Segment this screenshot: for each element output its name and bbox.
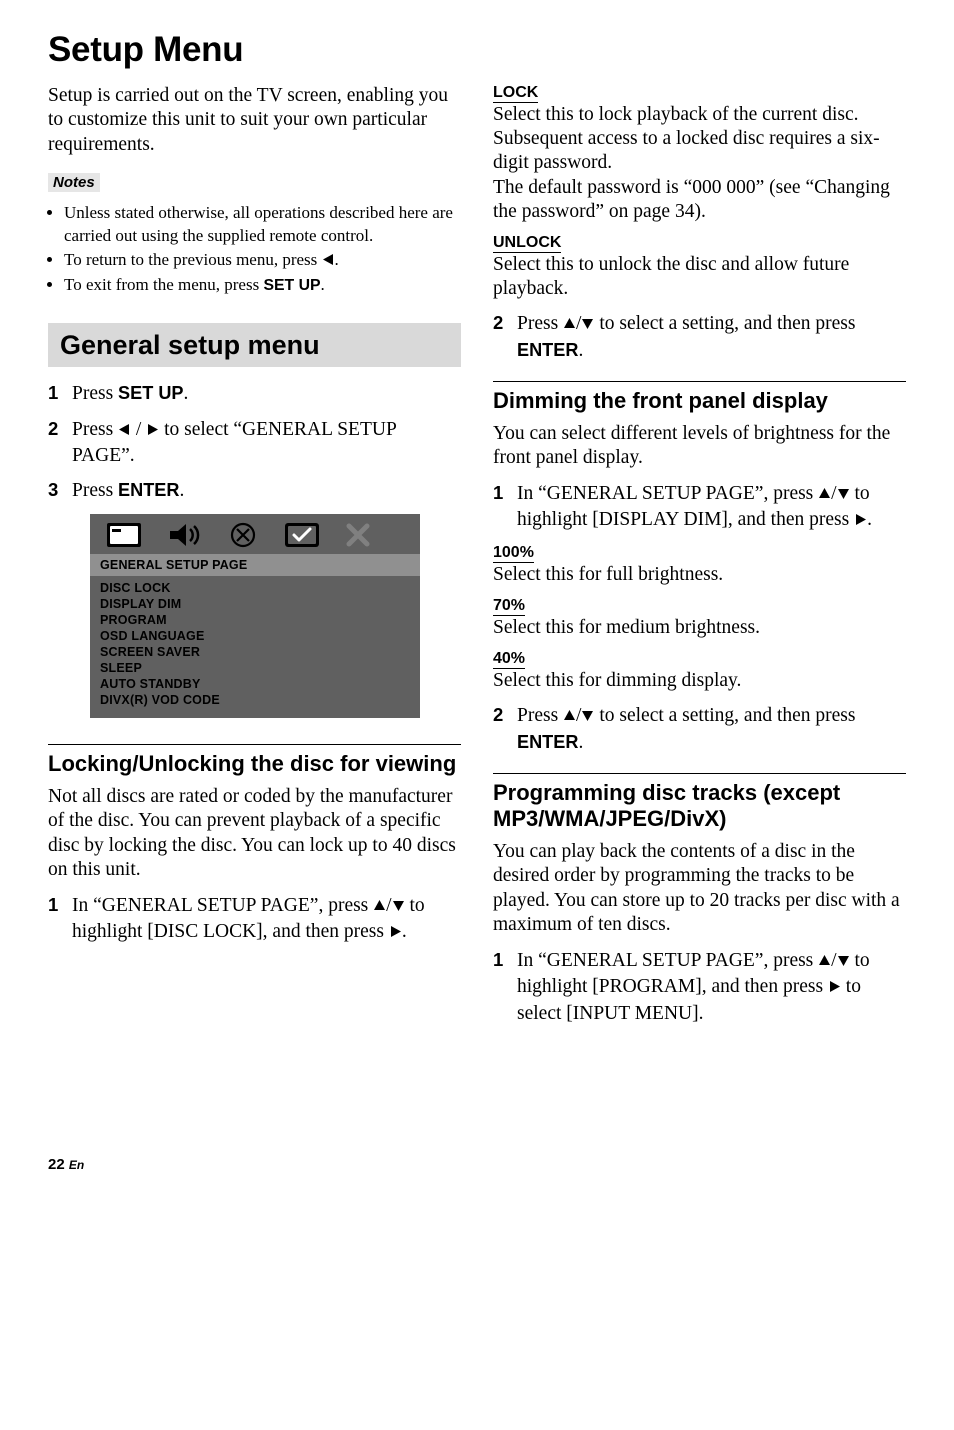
menu-item: DISPLAY DIM — [100, 596, 410, 612]
notes-list: Unless stated otherwise, all operations … — [48, 202, 461, 297]
locking-body: Not all discs are rated or coded by the … — [48, 785, 461, 883]
menu-section-header: GENERAL SETUP PAGE — [90, 554, 420, 576]
bold-label: ENTER — [517, 732, 578, 752]
option-body: Select this for dimming display. — [493, 669, 906, 693]
notes-label: Notes — [48, 173, 100, 192]
unlock-block: UNLOCK Select this to unlock the disc an… — [493, 234, 906, 301]
dimming-step2: 2Press / to select a setting, and then p… — [493, 703, 906, 755]
unlock-heading: UNLOCK — [493, 234, 561, 253]
right-tri-icon — [389, 920, 402, 945]
right-tri-icon — [828, 975, 841, 1000]
menu-icon-bar — [90, 514, 420, 554]
page-number: 22 — [48, 1156, 65, 1173]
option-body: Select this for full brightness. — [493, 563, 906, 587]
menu-item: DISC LOCK — [100, 580, 410, 596]
step-number: 1 — [48, 381, 58, 405]
step-number: 2 — [493, 703, 503, 727]
up-tri-icon — [818, 949, 831, 974]
footer: 22 En — [48, 1156, 906, 1173]
step-number: 1 — [493, 481, 503, 505]
menu-icon-video — [228, 522, 258, 548]
lock-heading: LOCK — [493, 84, 538, 103]
menu-item: OSD LANGUAGE — [100, 628, 410, 644]
programming-step1: 1In “GENERAL SETUP PAGE”, press / to hig… — [493, 948, 906, 1026]
option-title: 40% — [493, 650, 525, 669]
step-number: 3 — [48, 478, 58, 502]
bold-label: SET UP — [263, 277, 320, 294]
down-tri-icon — [837, 482, 850, 507]
steps-general: 1Press SET UP. 2Press / to select “GENERA… — [48, 381, 461, 503]
lock-block: LOCK Select this to lock playback of the… — [493, 84, 906, 224]
bold-label: ENTER — [118, 480, 179, 500]
menu-panel: GENERAL SETUP PAGE DISC LOCKDISPLAY DIMP… — [90, 514, 420, 718]
down-tri-icon — [581, 704, 594, 729]
step-item: 2Press / to select a setting, and then p… — [493, 703, 906, 755]
step-item: 1In “GENERAL SETUP PAGE”, press / to hig… — [493, 948, 906, 1026]
step-number: 1 — [493, 948, 503, 972]
dimming-option: 100%Select this for full brightness. — [493, 544, 906, 587]
step-item: 1In “GENERAL SETUP PAGE”, press / to hig… — [48, 893, 461, 946]
note-item: Unless stated otherwise, all operations … — [64, 202, 461, 247]
left-tri-icon — [118, 418, 131, 443]
right-tri-icon — [854, 508, 867, 533]
step-number: 2 — [493, 311, 503, 335]
down-tri-icon — [581, 312, 594, 337]
menu-item: SLEEP — [100, 660, 410, 676]
option-body: Select this for medium brightness. — [493, 616, 906, 640]
intro-text: Setup is carried out on the TV screen, e… — [48, 84, 461, 157]
note-item: To return to the previous menu, press . — [64, 249, 461, 272]
subheading-locking: Locking/Unlocking the disc for viewing — [48, 744, 461, 777]
page-lang: En — [69, 1158, 84, 1172]
menu-icon-preference — [284, 522, 320, 548]
menu-icon-close — [346, 523, 370, 547]
step-item: 1In “GENERAL SETUP PAGE”, press / to hig… — [493, 481, 906, 534]
note-item: To exit from the menu, press SET UP. — [64, 274, 461, 297]
subheading-dimming: Dimming the front panel display — [493, 381, 906, 414]
dimming-option: 70%Select this for medium brightness. — [493, 597, 906, 640]
subheading-programming: Programming disc tracks (except MP3/WMA/… — [493, 773, 906, 832]
down-tri-icon — [837, 949, 850, 974]
up-tri-icon — [818, 482, 831, 507]
bold-label: ENTER — [517, 340, 578, 360]
down-tri-icon — [392, 894, 405, 919]
step-number: 1 — [48, 893, 58, 917]
menu-icon-audio — [168, 522, 202, 548]
unlock-body: Select this to unlock the disc and allow… — [493, 253, 906, 301]
up-tri-icon — [563, 704, 576, 729]
menu-item: PROGRAM — [100, 612, 410, 628]
bold-label: SET UP — [118, 383, 183, 403]
step-number: 2 — [48, 417, 58, 441]
right-tri-icon — [146, 418, 159, 443]
step-r1: 2Press / to select a setting, and then p… — [493, 311, 906, 363]
lock-body2: The default password is “000 000” (see “… — [493, 176, 906, 224]
menu-item: AUTO STANDBY — [100, 676, 410, 692]
section-bar-general: General setup menu — [48, 323, 461, 367]
menu-icon-general — [106, 522, 142, 548]
left-tri-icon — [322, 250, 335, 272]
dimming-step1: 1In “GENERAL SETUP PAGE”, press / to hig… — [493, 481, 906, 534]
menu-item: SCREEN SAVER — [100, 644, 410, 660]
locking-step: 1In “GENERAL SETUP PAGE”, press / to hig… — [48, 893, 461, 946]
dimming-option: 40%Select this for dimming display. — [493, 650, 906, 693]
step-item: 2Press / to select a setting, and then p… — [493, 311, 906, 363]
up-tri-icon — [373, 894, 386, 919]
lock-body: Select this to lock playback of the curr… — [493, 103, 906, 176]
menu-item: DIVX(R) VOD CODE — [100, 692, 410, 708]
programming-body: You can play back the contents of a disc… — [493, 840, 906, 938]
up-tri-icon — [563, 312, 576, 337]
step-item: 2Press / to select “GENERAL SETUP PAGE”. — [48, 417, 461, 469]
page-title: Setup Menu — [48, 30, 906, 70]
dimming-options: 100%Select this for full brightness.70%S… — [493, 544, 906, 694]
menu-items: DISC LOCKDISPLAY DIMPROGRAMOSD LANGUAGES… — [90, 576, 420, 708]
step-item: 3Press ENTER. — [48, 478, 461, 503]
step-item: 1Press SET UP. — [48, 381, 461, 406]
option-title: 100% — [493, 544, 534, 563]
option-title: 70% — [493, 597, 525, 616]
dimming-body: You can select different levels of brigh… — [493, 422, 906, 471]
